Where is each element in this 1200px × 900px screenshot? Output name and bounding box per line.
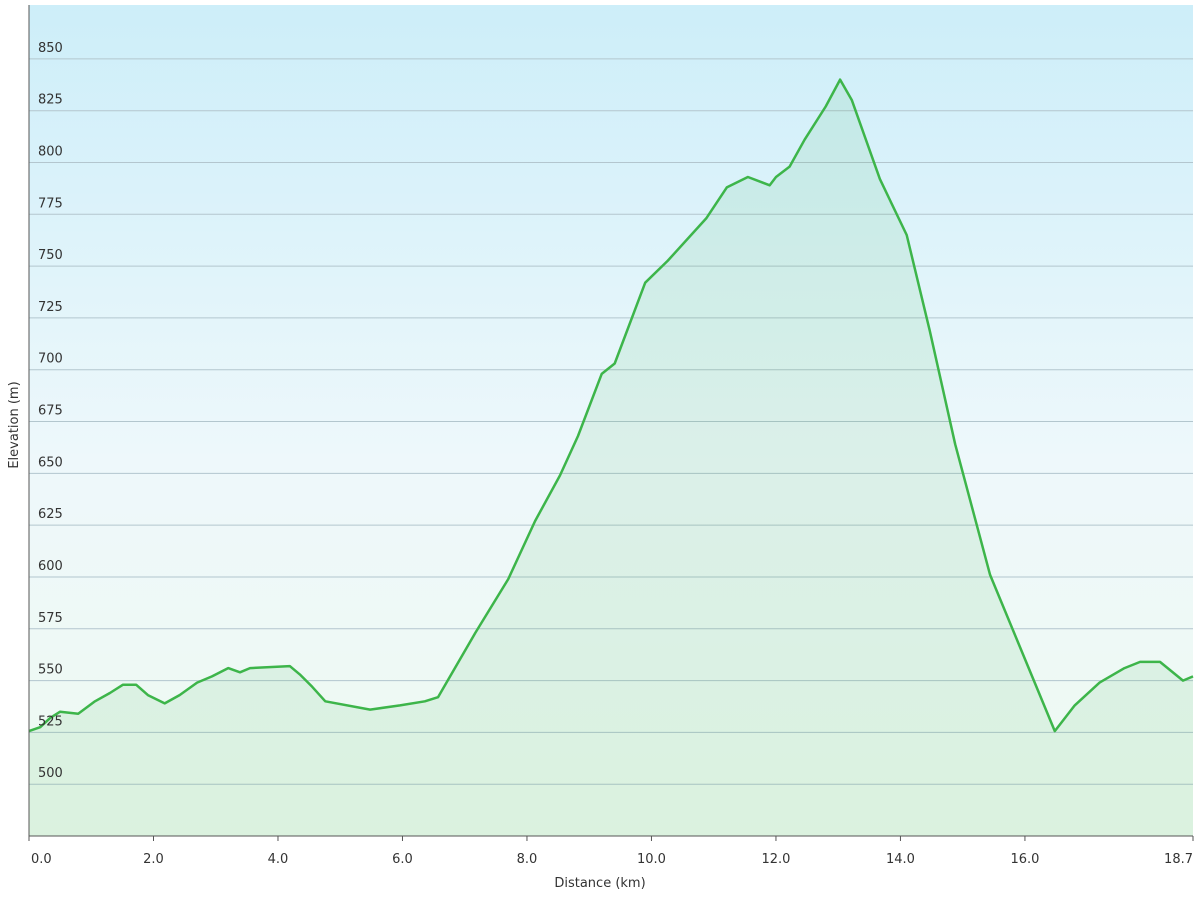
x-tick-label: 8.0	[517, 852, 538, 867]
y-tick-label: 825	[38, 93, 63, 108]
y-tick-label: 725	[38, 300, 63, 315]
y-tick-label: 750	[38, 248, 63, 263]
y-tick-label: 850	[38, 41, 63, 56]
x-tick-label: 12.0	[761, 852, 790, 867]
x-tick-label: 0.0	[31, 852, 52, 867]
y-tick-label: 525	[38, 714, 63, 729]
elevation-line	[28, 78, 1194, 733]
elevation-area	[29, 79, 1193, 837]
y-tick-label: 575	[38, 611, 63, 626]
y-tick-label: 500	[38, 766, 63, 781]
x-tick-label: 16.0	[1010, 852, 1039, 867]
x-axis-title: Distance (km)	[554, 876, 645, 891]
y-tick-label: 700	[38, 352, 63, 367]
y-axis-title: Elevation (m)	[7, 381, 22, 468]
y-tick-label: 650	[38, 455, 63, 470]
y-tick-label: 800	[38, 144, 63, 159]
y-tick-label: 625	[38, 507, 63, 522]
x-tick-label: 2.0	[143, 852, 164, 867]
x-tick-label: 18.7	[1164, 852, 1193, 867]
y-tick-label: 775	[38, 196, 63, 211]
x-tick-label: 4.0	[268, 852, 289, 867]
x-tick-label: 10.0	[637, 852, 666, 867]
y-tick-label: 550	[38, 663, 63, 678]
y-tick-label: 675	[38, 404, 63, 419]
x-tick-label: 14.0	[886, 852, 915, 867]
plot-background	[29, 5, 1193, 836]
x-tick-label: 6.0	[392, 852, 413, 867]
y-tick-label: 600	[38, 559, 63, 574]
